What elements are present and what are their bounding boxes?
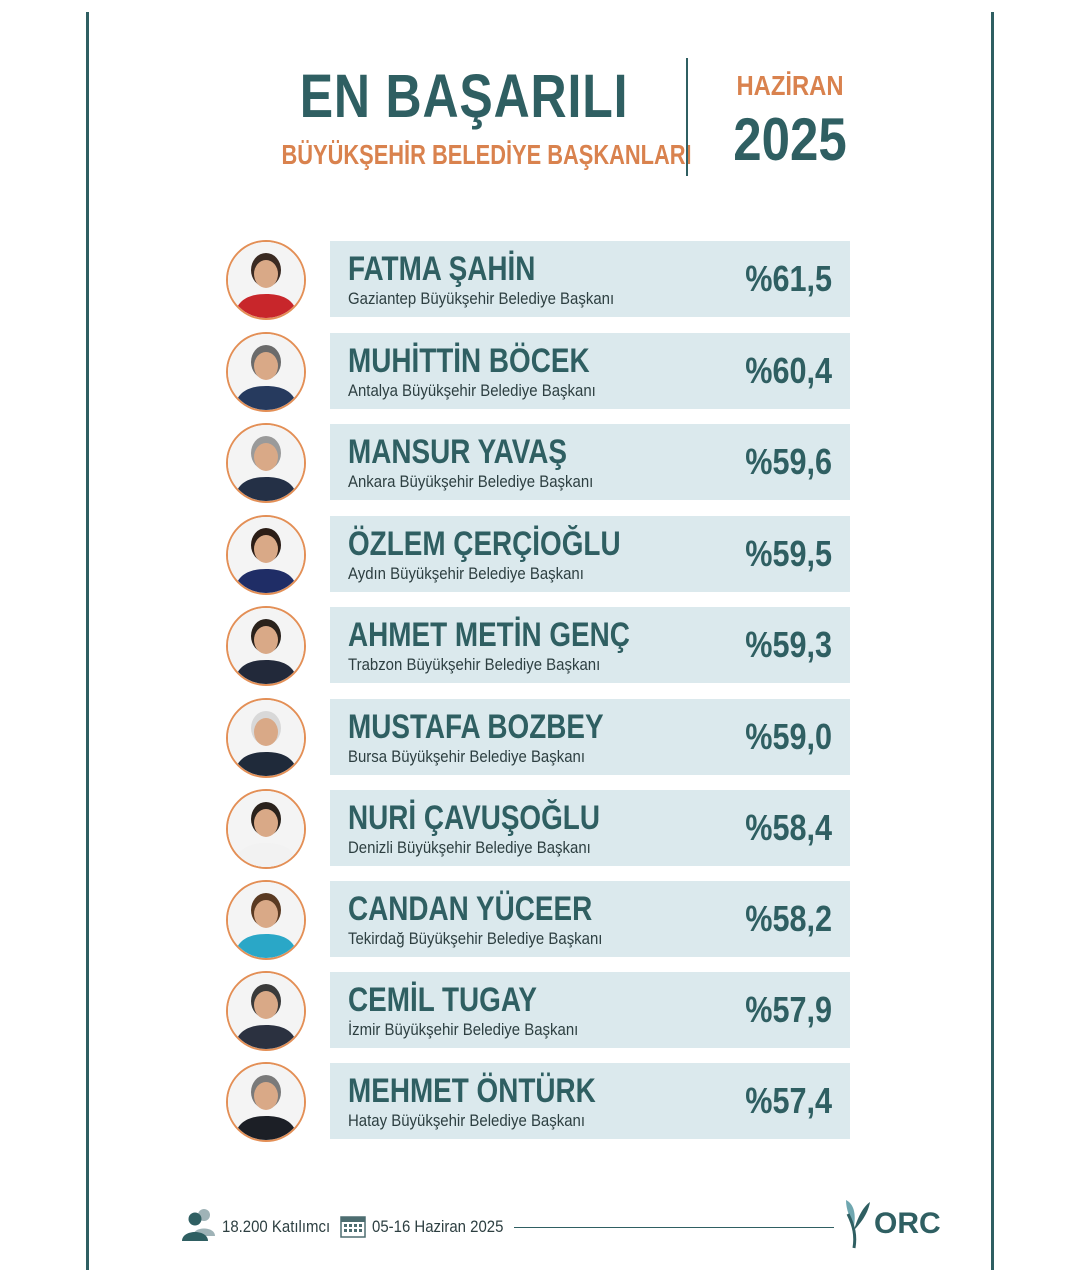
ranking-bar: MUSTAFA BOZBEY Bursa Büyükşehir Belediye… <box>330 699 850 775</box>
ranking-row: MEHMET ÖNTÜRK Hatay Büyükşehir Belediye … <box>0 1062 1080 1142</box>
ranking-row: AHMET METİN GENÇ Trabzon Büyükşehir Bele… <box>0 606 1080 686</box>
ranking-row: ÖZLEM ÇERÇİOĞLU Aydın Büyükşehir Belediy… <box>0 515 1080 595</box>
logo-text: ORC <box>874 1207 941 1240</box>
avatar <box>226 332 306 412</box>
participants-count: 18.200 Katılımcı <box>222 1217 331 1236</box>
avatar <box>226 423 306 503</box>
approval-percent: %60,4 <box>745 350 832 391</box>
mayor-name: CEMİL TUGAY <box>348 981 537 1019</box>
ranking-bar: AHMET METİN GENÇ Trabzon Büyükşehir Bele… <box>330 607 850 683</box>
people-icon <box>178 1206 218 1247</box>
frame-right-rule <box>991 12 994 1270</box>
page-subtitle: BÜYÜKŞEHİR BELEDİYE BAŞKANLARI <box>281 139 692 170</box>
approval-percent: %59,3 <box>745 624 832 665</box>
avatar <box>226 606 306 686</box>
ranking-bar: MEHMET ÖNTÜRK Hatay Büyükşehir Belediye … <box>330 1063 850 1139</box>
header-month: HAZİRAN <box>736 70 844 101</box>
ranking-row: CANDAN YÜCEER Tekirdağ Büyükşehir Beledi… <box>0 880 1080 960</box>
avatar <box>226 240 306 320</box>
ranking-list: FATMA ŞAHİN Gaziantep Büyükşehir Belediy… <box>0 240 1080 1142</box>
ranking-row: CEMİL TUGAY İzmir Büyükşehir Belediye Ba… <box>0 971 1080 1051</box>
mayor-office: Ankara Büyükşehir Belediye Başkanı <box>348 472 594 491</box>
avatar <box>226 698 306 778</box>
approval-percent: %61,5 <box>745 258 832 299</box>
mayor-office: Bursa Büyükşehir Belediye Başkanı <box>348 747 585 766</box>
ranking-row: MUHİTTİN BÖCEK Antalya Büyükşehir Beledi… <box>0 332 1080 412</box>
ranking-row: MUSTAFA BOZBEY Bursa Büyükşehir Belediye… <box>0 698 1080 778</box>
mayor-office: İzmir Büyükşehir Belediye Başkanı <box>348 1020 579 1039</box>
header-divider <box>686 58 688 176</box>
ranking-bar: MUHİTTİN BÖCEK Antalya Büyükşehir Beledi… <box>330 333 850 409</box>
calendar-icon <box>340 1214 366 1243</box>
mayor-name: CANDAN YÜCEER <box>348 890 593 928</box>
page-title: EN BAŞARILI <box>299 62 629 130</box>
footer: 18.200 Katılımcı 05-16 Haziran 2025 ORC <box>0 1196 1080 1256</box>
mayor-office: Tekirdağ Büyükşehir Belediye Başkanı <box>348 929 603 948</box>
approval-percent: %57,9 <box>745 989 832 1030</box>
ranking-row: MANSUR YAVAŞ Ankara Büyükşehir Belediye … <box>0 423 1080 503</box>
approval-percent: %58,4 <box>745 807 832 848</box>
header-year: 2025 <box>733 106 847 173</box>
avatar <box>226 971 306 1051</box>
mayor-name: MUSTAFA BOZBEY <box>348 708 604 746</box>
ranking-bar: ÖZLEM ÇERÇİOĞLU Aydın Büyükşehir Belediy… <box>330 516 850 592</box>
mayor-office: Hatay Büyükşehir Belediye Başkanı <box>348 1111 585 1130</box>
ranking-row: FATMA ŞAHİN Gaziantep Büyükşehir Belediy… <box>0 240 1080 320</box>
mayor-office: Aydın Büyükşehir Belediye Başkanı <box>348 564 584 583</box>
mayor-office: Antalya Büyükşehir Belediye Başkanı <box>348 381 596 400</box>
approval-percent: %59,0 <box>745 716 832 757</box>
mayor-name: MUHİTTİN BÖCEK <box>348 342 590 380</box>
mayor-name: AHMET METİN GENÇ <box>348 616 630 654</box>
ranking-bar: FATMA ŞAHİN Gaziantep Büyükşehir Belediy… <box>330 241 850 317</box>
ranking-bar: CEMİL TUGAY İzmir Büyükşehir Belediye Ba… <box>330 972 850 1048</box>
mayor-name: MANSUR YAVAŞ <box>348 433 567 471</box>
ranking-row: NURİ ÇAVUŞOĞLU Denizli Büyükşehir Beledi… <box>0 789 1080 869</box>
avatar <box>226 515 306 595</box>
survey-dates: 05-16 Haziran 2025 <box>372 1217 504 1236</box>
approval-percent: %57,4 <box>745 1080 832 1121</box>
mayor-name: MEHMET ÖNTÜRK <box>348 1072 596 1110</box>
orc-logo: ORC <box>840 1196 950 1252</box>
avatar <box>226 1062 306 1142</box>
mayor-name: NURİ ÇAVUŞOĞLU <box>348 799 600 837</box>
approval-percent: %58,2 <box>745 898 832 939</box>
ranking-bar: NURİ ÇAVUŞOĞLU Denizli Büyükşehir Beledi… <box>330 790 850 866</box>
avatar <box>226 880 306 960</box>
ranking-bar: MANSUR YAVAŞ Ankara Büyükşehir Belediye … <box>330 424 850 500</box>
avatar <box>226 789 306 869</box>
mayor-office: Gaziantep Büyükşehir Belediye Başkanı <box>348 289 615 308</box>
ranking-bar: CANDAN YÜCEER Tekirdağ Büyükşehir Beledi… <box>330 881 850 957</box>
approval-percent: %59,6 <box>745 441 832 482</box>
mayor-name: ÖZLEM ÇERÇİOĞLU <box>348 525 621 563</box>
mayor-office: Trabzon Büyükşehir Belediye Başkanı <box>348 655 601 674</box>
footer-rule <box>514 1227 834 1228</box>
mayor-name: FATMA ŞAHİN <box>348 250 536 288</box>
approval-percent: %59,5 <box>745 533 832 574</box>
mayor-office: Denizli Büyükşehir Belediye Başkanı <box>348 838 591 857</box>
frame-left-rule <box>86 12 89 1270</box>
